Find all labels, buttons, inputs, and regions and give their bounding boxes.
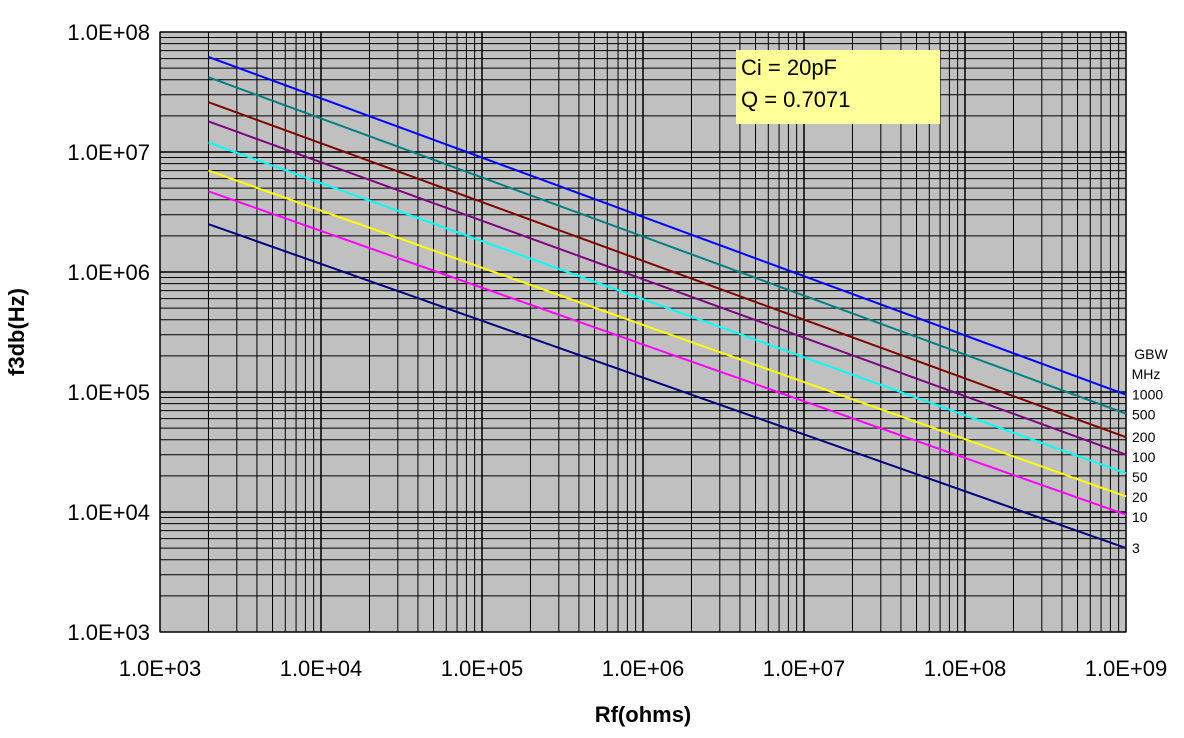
x-tick-label: 1.0E+05 <box>441 656 524 681</box>
series-line-200 <box>208 101 1127 439</box>
annotation-line-1: Ci = 20pF <box>741 55 837 80</box>
x-tick-label: 1.0E+04 <box>280 656 363 681</box>
annotation-box: Ci = 20pF Q = 0.7071 <box>736 50 940 124</box>
x-tick-label: 1.0E+06 <box>602 656 685 681</box>
legend-entry: 200 <box>1132 429 1156 445</box>
y-tick-label: 1.0E+05 <box>67 380 150 405</box>
y-tick-label: 1.0E+08 <box>67 20 150 45</box>
legend-entry: 10 <box>1132 509 1148 525</box>
series-line-20 <box>208 169 1127 498</box>
annotation-line-2: Q = 0.7071 <box>741 87 850 112</box>
x-tick-labels: 1.0E+03 1.0E+04 1.0E+05 1.0E+06 1.0E+07 1.0E+… <box>119 656 1168 681</box>
x-tick-label: 1.0E+08 <box>924 656 1007 681</box>
x-tick-label: 1.0E+09 <box>1085 656 1168 681</box>
series-line-10 <box>208 190 1127 516</box>
y-axis-title: f3db(Hz) <box>4 288 29 376</box>
y-tick-label: 1.0E+07 <box>67 140 150 165</box>
y-tick-label: 1.0E+06 <box>67 260 150 285</box>
series-line-100 <box>208 120 1127 456</box>
x-tick-label: 1.0E+07 <box>763 656 846 681</box>
series-line-50 <box>208 141 1127 475</box>
legend: GBW MHz 1000 500 200 100 50 20 10 3 <box>1132 346 1169 556</box>
legend-entry: 100 <box>1132 449 1156 465</box>
legend-entry: 3 <box>1132 540 1140 556</box>
y-tick-labels: 1.0E+03 1.0E+04 1.0E+05 1.0E+06 1.0E+07 1.0E+… <box>67 20 150 645</box>
legend-entry: 20 <box>1132 489 1148 505</box>
legend-entry: 1000 <box>1132 387 1163 403</box>
legend-title-line-1: GBW <box>1134 346 1168 362</box>
series-line-3 <box>208 223 1127 550</box>
y-tick-label: 1.0E+03 <box>67 620 150 645</box>
legend-title-line-2: MHz <box>1132 366 1161 382</box>
series-line-500 <box>208 76 1127 415</box>
annotation-background <box>736 50 940 124</box>
y-tick-label: 1.0E+04 <box>67 500 150 525</box>
major-gridlines <box>159 31 1127 633</box>
x-axis-title: Rf(ohms) <box>595 702 692 727</box>
x-tick-label: 1.0E+03 <box>119 656 202 681</box>
series-layer <box>208 55 1127 550</box>
legend-entry: 500 <box>1132 407 1156 423</box>
legend-entry: 50 <box>1132 469 1148 485</box>
series-line-1000 <box>208 55 1127 396</box>
